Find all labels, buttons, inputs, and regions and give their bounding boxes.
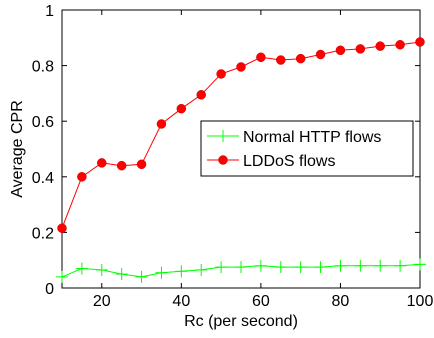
data-point-lddos-flows (295, 53, 306, 64)
data-point-lddos-flows (176, 103, 187, 114)
data-point-lddos-flows (315, 49, 326, 60)
data-point-normal-http-flows (195, 263, 208, 276)
data-point-normal-http-flows (175, 265, 188, 278)
legend-normal-label: Normal HTTP flows (243, 129, 381, 146)
x-tick-label: 80 (332, 293, 350, 310)
data-point-lddos-flows (335, 45, 346, 56)
data-point-normal-http-flows (75, 262, 88, 275)
data-point-normal-http-flows (274, 261, 287, 274)
x-tick-label: 20 (93, 293, 111, 310)
y-tick-label: 0 (45, 281, 54, 298)
plot-frame (61, 9, 421, 289)
data-point-normal-http-flows (354, 259, 367, 272)
y-tick-label: 0.8 (32, 59, 54, 76)
legend: Normal HTTP flows LDDoS flows (200, 120, 414, 177)
data-point-normal-http-flows (374, 259, 387, 272)
data-point-normal-http-flows (314, 261, 327, 274)
data-point-lddos-flows (57, 223, 67, 233)
legend-lddos-label: LDDoS flows (243, 153, 335, 170)
legend-normal-marker (217, 130, 229, 142)
data-point-lddos-flows (355, 44, 366, 54)
data-point-lddos-flows (136, 159, 147, 170)
data-point-lddos-flows (395, 40, 405, 50)
y-tick-label: 0.2 (32, 225, 54, 242)
data-point-normal-http-flows (254, 259, 267, 272)
data-point-normal-http-flows (414, 258, 426, 271)
data-point-lddos-flows (216, 69, 226, 79)
data-point-lddos-flows (77, 172, 87, 182)
legend-box (200, 120, 414, 177)
x-axis-label: Rc (per second) (184, 313, 298, 330)
legend-lddos-marker (218, 155, 228, 165)
data-point-lddos-flows (196, 90, 206, 100)
data-point-normal-http-flows (215, 261, 228, 274)
data-point-normal-http-flows (135, 270, 148, 283)
data-point-normal-http-flows (294, 261, 307, 274)
data-point-lddos-flows (256, 52, 266, 63)
data-point-normal-http-flows (235, 261, 247, 274)
data-point-lddos-flows (116, 160, 127, 171)
data-point-normal-http-flows (56, 270, 68, 283)
y-tick-label: 0.4 (32, 170, 54, 187)
data-point-lddos-flows (375, 41, 385, 51)
data-point-lddos-flows (236, 62, 246, 72)
y-axis-ticks: 0 0.2 0.4 0.6 0.8 1 (32, 3, 420, 298)
data-point-lddos-flows (156, 119, 167, 129)
y-tick-label: 1 (45, 3, 54, 20)
data-point-lddos-flows (415, 37, 425, 47)
data-point-normal-http-flows (155, 266, 168, 279)
y-axis-label: Average CPR (9, 100, 26, 198)
y-tick-label: 0.6 (32, 114, 54, 131)
data-point-lddos-flows (97, 158, 107, 168)
series-layer (56, 37, 426, 283)
data-point-normal-http-flows (394, 259, 407, 272)
x-tick-label: 100 (407, 293, 434, 310)
data-point-normal-http-flows (115, 268, 128, 281)
x-tick-label: 60 (252, 293, 270, 310)
x-tick-label: 40 (172, 293, 190, 310)
data-point-normal-http-flows (334, 259, 347, 272)
x-axis-ticks: 20 40 60 80 100 (93, 10, 434, 310)
data-point-normal-http-flows (95, 263, 108, 276)
data-point-lddos-flows (276, 55, 286, 65)
